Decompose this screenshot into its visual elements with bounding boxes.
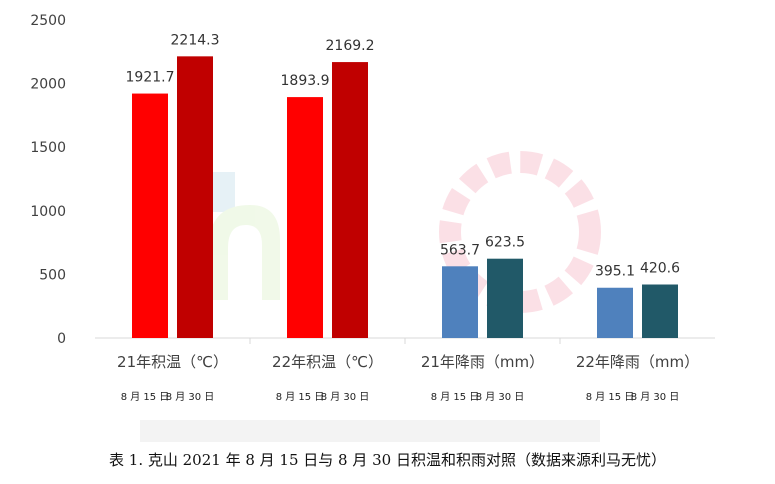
- bar-date-label: 8 月 15 日: [431, 391, 480, 403]
- bar: [487, 258, 523, 338]
- y-tick-label: 2000: [30, 77, 66, 93]
- bar-value-label: 395.1: [595, 264, 635, 280]
- bar-value-label: 1893.9: [281, 73, 330, 89]
- bar-series: [132, 56, 678, 339]
- bar-date-label: 8 月 15 日: [276, 391, 325, 403]
- bar-date-label: 8 月 30 日: [321, 391, 370, 403]
- y-tick-label: 1000: [30, 204, 66, 220]
- y-axis: 0 500 1000 1500 2000 2500: [30, 13, 66, 347]
- bar: [332, 62, 368, 338]
- figure-caption: 表 1. 克山 2021 年 8 月 15 日与 8 月 30 日积温和积雨对照…: [109, 451, 666, 469]
- bar-date-label: 8 月 15 日: [121, 391, 170, 403]
- bar: [177, 56, 213, 339]
- bar: [132, 93, 168, 339]
- bar-value-label: 420.6: [640, 260, 680, 276]
- y-tick-label: 0: [57, 331, 66, 347]
- bar: [287, 97, 323, 338]
- bar-value-label: 2214.3: [171, 32, 220, 48]
- bar-value-label: 563.7: [440, 242, 480, 258]
- x-category-label: 22年积温（℃）: [272, 353, 383, 371]
- bar-date-label: 8 月 30 日: [166, 391, 215, 403]
- bar-date-label: 8 月 30 日: [631, 391, 680, 403]
- bar-date-label: 8 月 30 日: [476, 391, 525, 403]
- x-category-label: 22年降雨（mm）: [576, 353, 699, 371]
- x-category-label: 21年积温（℃）: [117, 353, 228, 371]
- bar: [642, 284, 678, 338]
- bar-value-label: 623.5: [485, 235, 525, 251]
- bar: [597, 287, 633, 338]
- bar-value-label: 1921.7: [126, 70, 175, 86]
- bar: [442, 266, 478, 338]
- bar-date-label: 8 月 15 日: [586, 391, 635, 403]
- y-tick-label: 500: [39, 267, 66, 283]
- bar-value-label: 2169.2: [326, 38, 375, 54]
- data-labels: 1921.7 2214.3 1893.9 2169.2 563.7 623.5 395.1 4…: [126, 32, 681, 279]
- x-category-label: 21年降雨（mm）: [421, 353, 544, 371]
- y-tick-label: 2500: [30, 13, 66, 29]
- y-tick-label: 1500: [30, 140, 66, 156]
